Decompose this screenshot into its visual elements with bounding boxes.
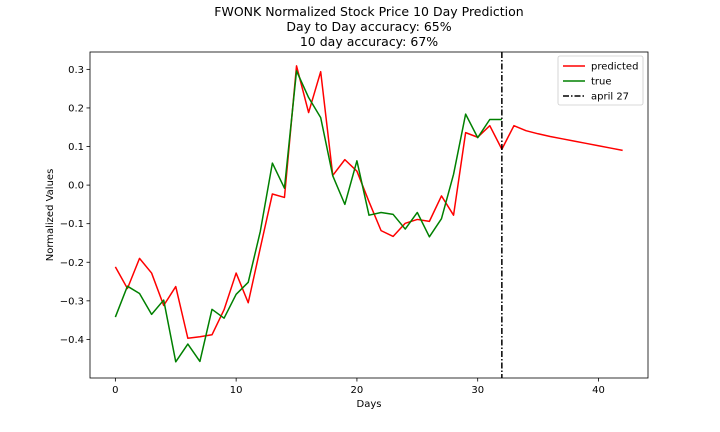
legend-label-predicted: predicted [591, 62, 638, 73]
legend-label-april-27: april 27 [591, 92, 629, 103]
y-tick-label-3: −0.1 [60, 219, 84, 230]
series-layer [114, 65, 623, 363]
series-line-true [114, 70, 502, 363]
y-tick-label-5: 0.1 [68, 142, 84, 153]
legend: predicted true april 27 [557, 55, 644, 106]
y-tick-label-0: −0.4 [60, 335, 84, 346]
chart-title: FWONK Normalized Stock Price 10 Day Pred… [214, 4, 523, 49]
x-axis: 0 10 20 30 40 [112, 378, 605, 396]
y-tick-label-6: 0.2 [68, 103, 84, 114]
plot-area [89, 51, 649, 379]
series-line-predicted [114, 65, 623, 340]
x-tick-label-40: 40 [592, 385, 605, 396]
x-tick-label-10: 10 [230, 385, 243, 396]
title-line-2: Day to Day accuracy: 65% [286, 19, 451, 34]
y-tick-label-1: −0.3 [60, 296, 84, 307]
x-tick-label-30: 30 [471, 385, 484, 396]
y-tick-label-7: 0.3 [68, 65, 84, 76]
y-tick-label-2: −0.2 [60, 258, 84, 269]
y-axis-label: Normalized Values [45, 169, 56, 262]
title-line-3: 10 day accuracy: 67% [300, 34, 438, 49]
x-tick-label-20: 20 [351, 385, 364, 396]
x-tick-label-0: 0 [112, 385, 118, 396]
x-axis-label: Days [357, 399, 382, 410]
title-line-1: FWONK Normalized Stock Price 10 Day Pred… [214, 4, 523, 19]
y-tick-label-4: 0.0 [68, 181, 84, 192]
plot-frame [89, 51, 649, 379]
legend-box [557, 55, 644, 106]
legend-label-true: true [591, 77, 612, 88]
y-axis: −0.4 −0.3 −0.2 −0.1 0.0 0.1 0.2 0.3 [60, 65, 90, 346]
